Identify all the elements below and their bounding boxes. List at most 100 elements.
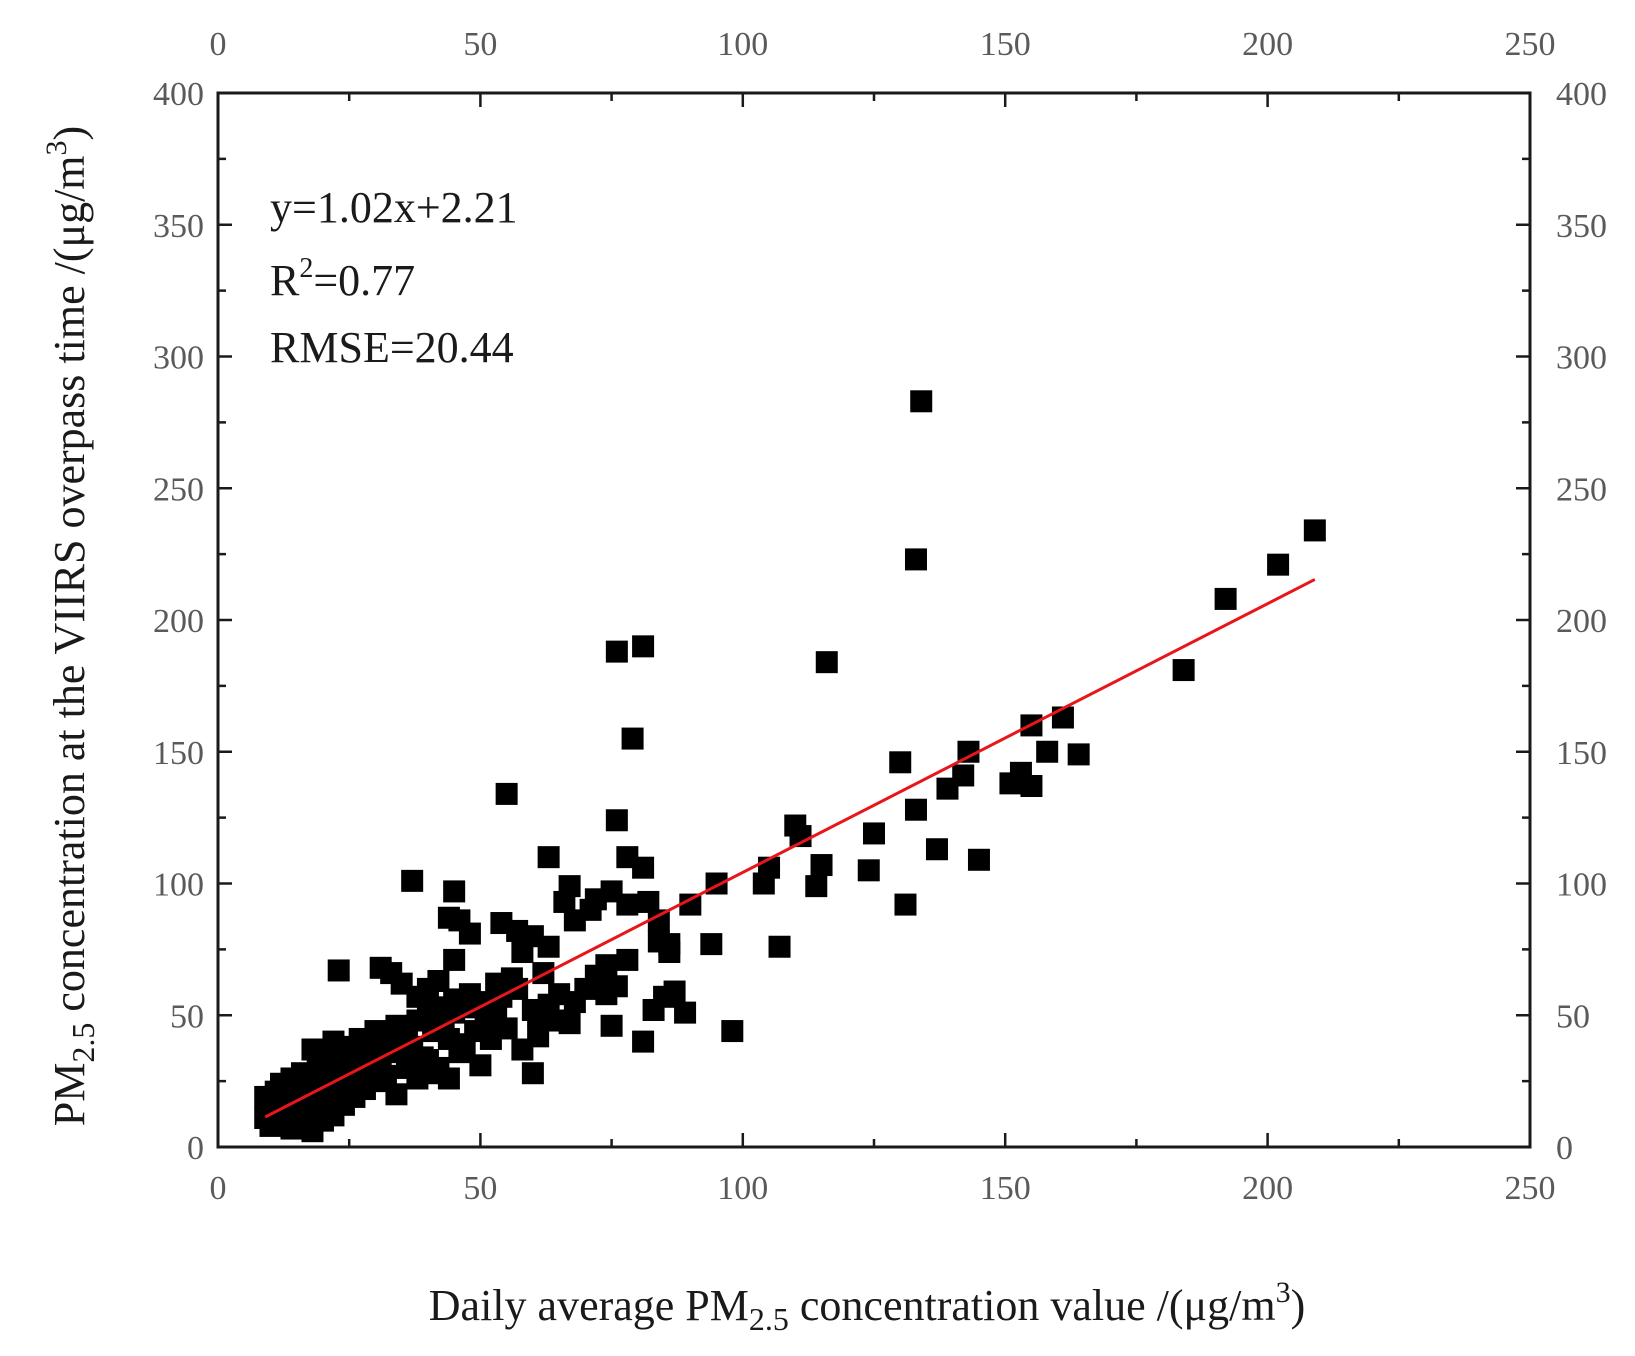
data-point-64	[600, 1014, 623, 1037]
data-point-7	[632, 635, 655, 658]
x-tick-label-top-100: 100	[717, 26, 768, 63]
data-point-1	[904, 548, 927, 571]
y-tick-label-right-100: 100	[1556, 867, 1607, 904]
x-tick-label-top-200: 200	[1242, 26, 1293, 63]
regression-equation: y=1.02x+2.21	[270, 183, 518, 232]
data-point-52	[616, 893, 639, 916]
data-point-26	[863, 822, 885, 845]
data-point-51	[579, 898, 602, 921]
x-tick-label-bottom-250: 250	[1505, 1170, 1556, 1207]
data-point-24	[925, 838, 948, 861]
data-point-6	[605, 640, 628, 663]
data-point-181	[527, 1004, 550, 1027]
x-tick-label-top-50: 50	[463, 26, 497, 63]
y-tick-label-left-0: 0	[187, 1130, 204, 1167]
x-axis-title: Daily average PM2.5 concentration value …	[429, 1276, 1305, 1337]
data-point-27	[857, 859, 880, 882]
y-tick-label-right-150: 150	[1556, 735, 1607, 772]
y-tick-label-right-400: 400	[1556, 76, 1607, 113]
data-point-41	[443, 880, 466, 903]
x-tick-label-bottom-200: 200	[1242, 1170, 1293, 1207]
data-point-53	[647, 909, 670, 932]
data-point-98	[469, 1054, 492, 1077]
x-tick-label-bottom-150: 150	[980, 1170, 1031, 1207]
data-point-38	[679, 893, 702, 916]
fit-line	[264, 578, 1316, 1119]
x-tick-label-top-150: 150	[980, 26, 1031, 63]
x-tick-label-bottom-0: 0	[210, 1170, 227, 1207]
y-tick-label-right-300: 300	[1556, 340, 1607, 377]
y-axis-title: PM2.5 concentration at the VIIRS overpas…	[40, 126, 101, 1126]
fit-line-layer	[264, 578, 1316, 1119]
data-point-12	[889, 751, 912, 774]
data-point-42	[537, 846, 560, 869]
y-tick-label-left-400: 400	[153, 76, 204, 113]
y-tick-label-right-50: 50	[1556, 998, 1590, 1035]
y-tick-label-right-200: 200	[1556, 603, 1607, 640]
data-point-45	[637, 890, 660, 913]
data-point-60	[642, 998, 665, 1021]
data-point-9	[621, 727, 644, 750]
y-tick-label-left-250: 250	[153, 471, 204, 508]
data-point-32	[805, 875, 828, 898]
y-tick-label-left-150: 150	[153, 735, 204, 772]
data-point-2	[1303, 519, 1326, 542]
data-point-22	[952, 764, 975, 787]
data-point-81	[437, 906, 460, 929]
data-point-76	[511, 941, 534, 964]
y-tick-label-left-200: 200	[153, 603, 204, 640]
rmse: RMSE=20.44	[270, 323, 514, 372]
data-point-176	[427, 1056, 450, 1079]
data-point-44	[632, 856, 655, 879]
data-point-56	[658, 941, 681, 964]
data-point-177	[453, 1033, 476, 1056]
data-point-179	[495, 1017, 518, 1040]
data-point-171	[374, 1064, 397, 1087]
y-tick-label-right-250: 250	[1556, 471, 1607, 508]
y-tick-label-left-50: 50	[170, 998, 204, 1035]
data-point-183	[584, 964, 607, 987]
data-point-59	[674, 1001, 697, 1024]
data-point-23	[904, 798, 927, 821]
data-point-88	[380, 962, 403, 985]
data-point-25	[967, 848, 990, 871]
data-point-184	[595, 983, 618, 1006]
data-point-35	[768, 935, 791, 958]
data-points	[254, 390, 1326, 1143]
data-point-17	[1036, 740, 1059, 763]
data-point-75	[537, 935, 560, 958]
r-squared: R2=0.77	[270, 253, 415, 305]
y-tick-label-left-100: 100	[153, 867, 204, 904]
data-point-0	[910, 390, 933, 413]
data-point-82	[443, 948, 466, 971]
data-point-61	[616, 948, 639, 971]
data-point-65	[632, 1030, 655, 1053]
data-point-28	[894, 893, 917, 916]
y-tick-label-left-300: 300	[153, 340, 204, 377]
x-tick-label-bottom-50: 50	[463, 1170, 497, 1207]
x-tick-label-top-250: 250	[1505, 26, 1556, 63]
data-point-39	[721, 1020, 744, 1043]
data-point-11	[605, 809, 628, 832]
data-point-180	[511, 1038, 534, 1061]
x-tick-label-top-0: 0	[210, 26, 227, 63]
data-point-13	[957, 740, 980, 763]
data-point-10	[495, 782, 518, 805]
y-tick-label-left-350: 350	[153, 208, 204, 245]
data-point-49	[553, 890, 576, 913]
data-point-37	[700, 933, 723, 956]
data-point-8	[815, 651, 838, 674]
data-point-40	[401, 869, 424, 892]
y-tick-label-right-0: 0	[1556, 1130, 1573, 1167]
data-point-4	[1214, 587, 1237, 610]
x-tick-label-bottom-100: 100	[717, 1170, 768, 1207]
data-point-71	[521, 1062, 544, 1085]
data-point-16	[1067, 743, 1090, 766]
data-point-174	[406, 1067, 429, 1090]
data-point-20	[1020, 775, 1043, 798]
data-point-3	[1267, 553, 1290, 576]
data-point-172	[385, 1083, 408, 1106]
data-point-31	[810, 854, 833, 877]
